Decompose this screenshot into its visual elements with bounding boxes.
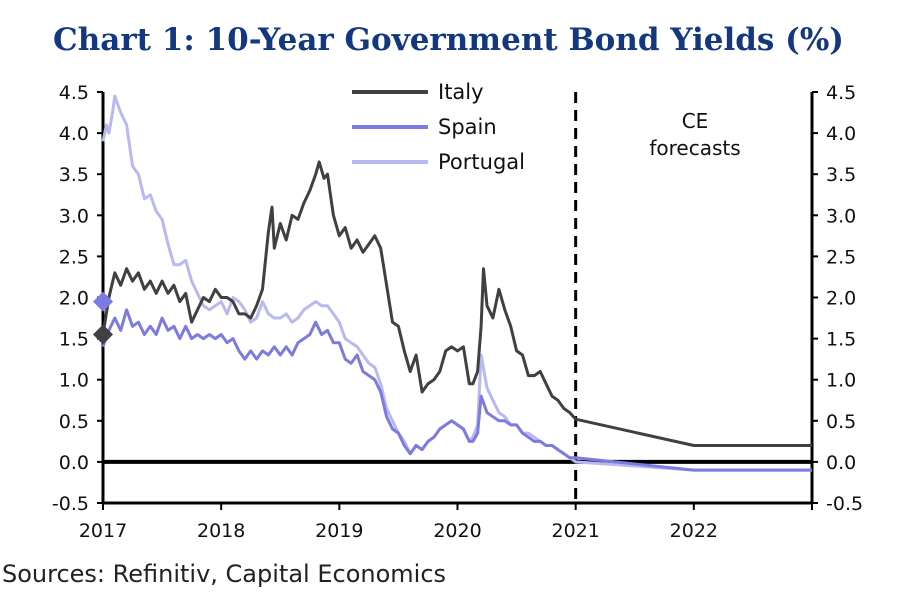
y-tick-label-left: 4.5 [59,82,89,104]
series-line-spain [101,308,812,472]
y-tick-label-right: 1.5 [826,329,856,351]
y-tick-label-left: 0.5 [59,411,89,433]
y-tick-label-left: 3.5 [59,164,89,186]
y-tick-label-right: 0.0 [826,452,856,474]
source-note: Sources: Refinitiv, Capital Economics [2,560,447,588]
legend: Italy Spain Portugal [352,80,525,174]
x-tick-label: 2020 [433,520,481,542]
y-tick-label-right: 0.5 [826,411,856,433]
y-tick-label-right: 1.0 [826,370,856,392]
y-tick-label-right: 2.5 [826,246,856,268]
y-tick-label-left: 0.0 [59,452,89,474]
y-tick-label-left: 1.5 [59,329,89,351]
y-tick-label-left: 4.0 [59,123,89,145]
chart-title: Chart 1: 10-Year Government Bond Yields … [53,22,844,58]
y-tick-label-right: 3.0 [826,205,856,227]
x-tick-label: 2017 [79,520,127,542]
series-line-portugal [101,94,812,472]
x-tick-label: 2018 [197,520,245,542]
y-tick-label-right: 4.0 [826,123,856,145]
y-tick-label-left: 2.0 [59,288,89,310]
y-tick-label-left: 1.0 [59,370,89,392]
forecast-annotation-line2: forecasts [649,136,740,160]
legend-label-italy: Italy [438,80,484,104]
series-line-italy [101,160,812,447]
legend-label-spain: Spain [438,115,497,139]
series-layer [93,94,812,472]
y-tick-label-right: 4.5 [826,82,856,104]
y-tick-label-right: 2.0 [826,288,856,310]
y-tick-label-left: 2.5 [59,246,89,268]
y-tick-label-right: -0.5 [826,493,863,515]
y-tick-label-right: 3.5 [826,164,856,186]
x-tick-label: 2021 [551,520,599,542]
legend-label-portugal: Portugal [438,150,525,174]
start-marker-1 [93,324,113,345]
y-tick-label-left: 3.0 [59,205,89,227]
y-tick-label-left: -0.5 [52,493,89,515]
forecast-annotation-line1: CE [682,109,709,133]
axes-layer: 4.5 4.5 4.0 4.0 3.5 3.5 3.0 3.0 2.5 2.5 2.0 2.0 1.5 1… [52,82,863,542]
start-marker-0 [93,291,113,312]
x-tick-label: 2019 [315,520,363,542]
x-tick-label: 2022 [670,520,718,542]
